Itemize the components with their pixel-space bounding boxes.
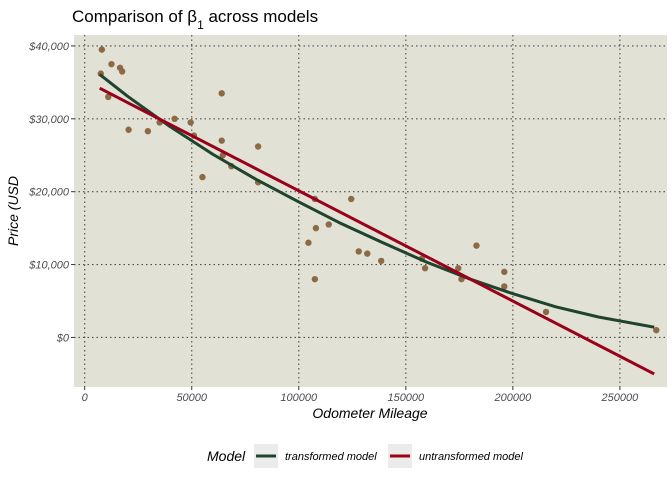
data-point [378, 257, 385, 265]
data-point [187, 119, 194, 126]
data-point [144, 127, 152, 135]
data-point [98, 46, 106, 53]
chart-title: Comparison of β1 across models [72, 7, 318, 32]
y-axis-title: Price (USD [5, 176, 21, 246]
data-point [364, 250, 371, 257]
data-point [653, 326, 660, 334]
series-line-untransformed [99, 86, 655, 376]
data-point [125, 126, 132, 133]
data-point [355, 248, 362, 255]
y-tick-label: $20,000 [28, 187, 70, 199]
data-point [171, 115, 178, 123]
legend-label-transformed: transformed model [285, 451, 377, 463]
series-line-transformed [98, 73, 655, 329]
data-point [311, 275, 319, 283]
x-tick-label: 150000 [387, 392, 425, 404]
model-lines [98, 73, 655, 376]
data-point [218, 137, 225, 144]
legend: Model transformed model untransformed mo… [207, 444, 523, 468]
gridlines [74, 35, 667, 387]
x-tick-label: 200000 [494, 392, 533, 404]
x-axis-title: Odometer Mileage [312, 405, 427, 421]
data-point [105, 93, 112, 101]
data-point [118, 68, 126, 75]
x-tick-label: 250000 [601, 392, 640, 404]
data-point [473, 242, 480, 249]
y-tick-label: $40,000 [28, 41, 70, 53]
data-points [97, 46, 660, 334]
data-point [501, 268, 508, 276]
legend-title: Model [207, 448, 246, 464]
data-point [305, 239, 312, 246]
data-point [199, 173, 206, 181]
data-point [348, 195, 355, 203]
data-point [254, 143, 262, 150]
x-tick-label: 50000 [176, 392, 207, 404]
y-tick-label: $0 [56, 332, 70, 344]
y-tick-label: $10,000 [28, 260, 70, 272]
data-point [325, 221, 332, 228]
x-tick-label: 100000 [280, 392, 318, 404]
data-point [501, 283, 508, 290]
x-axis-ticks: 0 50000 100000 150000 200000 250000 [82, 387, 639, 404]
data-point [108, 60, 115, 68]
data-point [218, 90, 225, 97]
x-tick-label: 0 [82, 392, 89, 404]
data-point [312, 224, 320, 232]
data-point [421, 265, 429, 272]
legend-label-untransformed: untransformed model [419, 451, 523, 463]
data-point [542, 308, 550, 316]
y-axis-ticks: $0 $10,000 $20,000 $30,000 $40,000 [28, 41, 74, 344]
data-point [455, 265, 462, 272]
y-tick-label: $30,000 [28, 114, 70, 126]
